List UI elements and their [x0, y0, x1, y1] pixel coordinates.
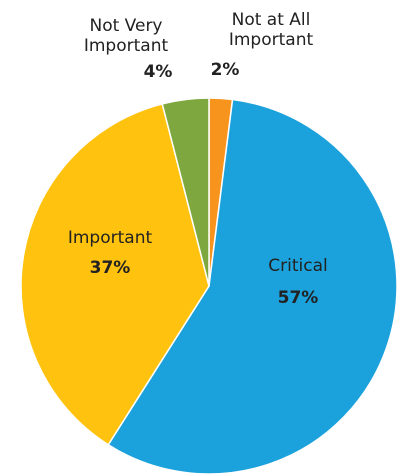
label-critical: Critical 57%	[238, 256, 358, 308]
label-not-at-all-important-pct-wrap: 2%	[205, 60, 245, 80]
label-not-very-important-line1: Not Very	[89, 16, 163, 36]
label-not-very-important-line2: Important	[83, 36, 169, 56]
label-not-at-all-important: Not at All Important	[208, 10, 334, 50]
label-not-very-important: Not Very Important 4%	[70, 16, 182, 82]
label-important-name: Important	[67, 228, 153, 248]
label-not-at-all-important-line1: Not at All	[231, 10, 311, 30]
label-critical-pct: 57%	[277, 288, 319, 308]
label-critical-name: Critical	[268, 256, 328, 276]
label-not-very-important-pct: 4%	[143, 62, 173, 82]
label-not-at-all-important-line2: Important	[228, 30, 314, 50]
label-not-at-all-important-pct: 2%	[210, 60, 240, 80]
pie-slice-not-very-important	[161, 97, 210, 287]
pie-slice-important	[20, 103, 210, 446]
label-important: Important 37%	[50, 228, 170, 278]
label-important-pct: 37%	[89, 258, 131, 278]
